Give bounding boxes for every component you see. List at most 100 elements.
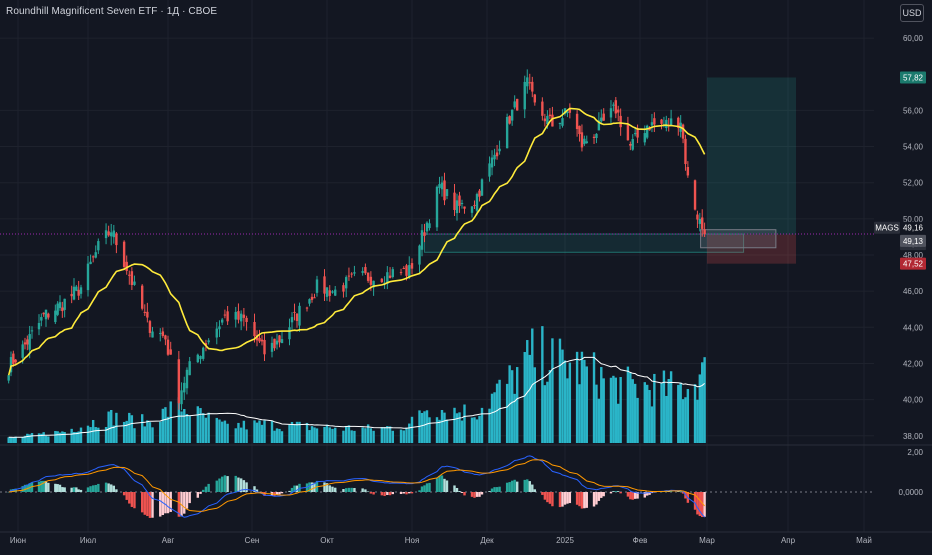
volume-bar (63, 431, 66, 443)
histogram-bar (585, 492, 588, 508)
candle (77, 280, 80, 301)
volume-bar (86, 425, 90, 443)
volume-bar (513, 393, 516, 443)
candle-body (21, 344, 24, 358)
volume-bar (667, 378, 670, 443)
volume-bar (21, 437, 24, 443)
volume-bar (143, 426, 146, 443)
candle (325, 286, 329, 301)
candle-body (334, 289, 337, 296)
symbol-badge: MAGS (874, 221, 900, 234)
histogram-bar (353, 488, 356, 492)
histogram-bar (480, 492, 484, 495)
volume-bar (470, 417, 474, 443)
candle-body (308, 299, 311, 304)
candle (399, 268, 403, 276)
candle-body (270, 342, 274, 352)
histogram-bar (44, 480, 48, 492)
candle-body (180, 390, 183, 405)
last-price-badge: 49,16 (900, 221, 926, 234)
candle-body (498, 148, 501, 152)
candle (600, 109, 603, 124)
candle (169, 341, 172, 355)
volume-bar (455, 413, 459, 443)
candle (260, 335, 264, 346)
histogram-bar (245, 482, 248, 492)
histogram-bar (290, 487, 294, 492)
candle (26, 335, 29, 351)
oscillator-histogram (7, 475, 706, 518)
volume-bar (495, 383, 499, 443)
volume-bar (334, 427, 337, 443)
candle-body (410, 263, 414, 269)
histogram-bar (473, 492, 476, 498)
signal-line (8, 459, 705, 512)
candle (438, 176, 441, 194)
candle-body (42, 312, 45, 315)
volume-bar (199, 408, 202, 443)
candle (528, 73, 531, 90)
candle (578, 125, 581, 142)
volume-bar (245, 429, 248, 443)
volume-bar (104, 427, 108, 443)
candle (72, 278, 76, 301)
time-tick-label: Сен (245, 536, 260, 545)
histogram-bar (428, 482, 431, 492)
time-tick-label: Июн (10, 536, 26, 545)
volume-bar (202, 413, 205, 443)
histogram-bar (288, 490, 291, 492)
candle (428, 219, 431, 231)
time-tick-label: Май (856, 536, 872, 545)
volume-bar (575, 351, 579, 443)
volume-bar (366, 424, 370, 443)
volume-bar (180, 411, 183, 443)
candle (196, 353, 200, 363)
candle-body (470, 206, 474, 213)
candle (568, 103, 572, 119)
candle-body (293, 311, 296, 313)
support-zone-rect (424, 233, 745, 253)
candle-body (478, 190, 481, 197)
candle-body (602, 113, 605, 121)
volume-bar (423, 411, 426, 443)
candle (408, 256, 411, 279)
candle-body (684, 138, 687, 165)
volume-bar (207, 412, 210, 443)
volume-bar (183, 409, 186, 443)
candle-body (696, 214, 699, 220)
candle (70, 285, 73, 304)
candle-body (633, 133, 637, 135)
stop-zone-rect (707, 234, 796, 264)
volume-bar (619, 377, 622, 443)
candle-body (528, 82, 531, 84)
histogram-bar (14, 488, 17, 492)
candle-body (223, 314, 227, 316)
candle-body (115, 233, 118, 246)
currency-button[interactable]: USD (900, 4, 924, 22)
histogram-bar (223, 475, 227, 492)
volume-bar (263, 420, 266, 443)
candle (455, 193, 459, 221)
candle (353, 265, 356, 277)
histogram-bar (583, 492, 586, 509)
histogram-bar (347, 487, 351, 492)
histogram-bar (220, 476, 224, 492)
histogram-bar (148, 492, 152, 518)
candle (629, 141, 632, 151)
candle (275, 333, 279, 350)
candle (151, 326, 154, 338)
histogram-bar (295, 485, 299, 492)
histogram-bar (405, 492, 408, 495)
candle (255, 330, 259, 347)
candle-body (26, 339, 29, 345)
candle-body (575, 113, 579, 130)
volume-bar (215, 417, 218, 443)
candle (633, 127, 637, 137)
histogram-bar (633, 492, 637, 499)
candles (7, 69, 706, 411)
volume-bar (617, 403, 620, 443)
candle (161, 327, 165, 338)
candle-body (513, 101, 516, 108)
